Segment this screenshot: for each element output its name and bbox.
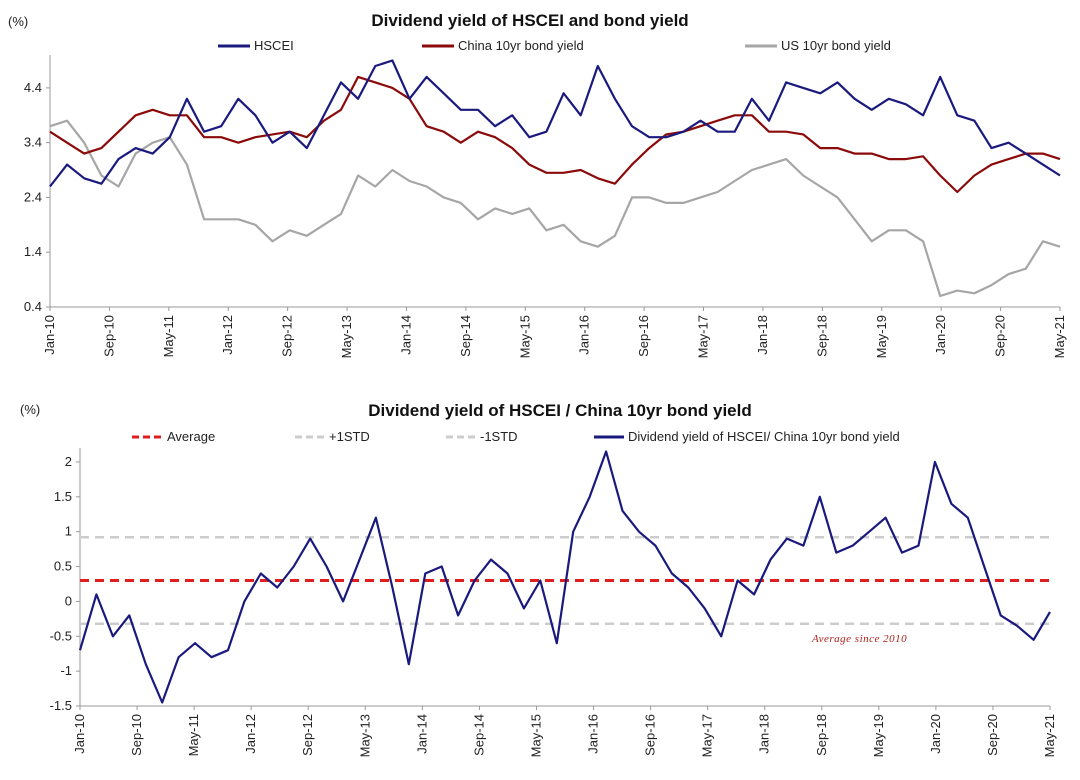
chart-top-x-tick-label: Sep-10: [101, 315, 116, 357]
chart-top-x-tick-label: Sep-16: [636, 315, 651, 357]
chart-top-title: Dividend yield of HSCEI and bond yield: [371, 11, 688, 30]
chart-bottom-x-tick-label: Jan-16: [586, 714, 601, 754]
chart-top-x-ticks: Jan-10 Sep-10 May-11 Jan-12 Sep-12 May-13 Jan-…: [42, 307, 1067, 358]
legend-item-hscei: HSCEI: [218, 38, 294, 53]
chart-bottom-y-tick-label: 1.5: [54, 489, 72, 504]
chart-bottom-x-tick-label: May-19: [871, 714, 886, 757]
chart-bottom-legend: Average +1STD -1STD Dividend yield of HS…: [132, 429, 900, 444]
chart-bottom-y-tick-label: 2: [65, 454, 72, 469]
chart-bottom-x-tick-label: May-17: [700, 714, 715, 757]
chart-bottom-y-tick-label: 0: [65, 593, 72, 608]
legend-item-ratio: Dividend yield of HSCEI/ China 10yr bond…: [594, 429, 900, 444]
chart-bottom-x-tick-label: Jan-14: [414, 714, 429, 754]
chart-top-y-tick-label: 1.4: [24, 244, 42, 259]
chart-bottom-x-tick-label: Jan-18: [757, 714, 772, 754]
chart-bottom-x-tick-label: Sep-10: [129, 714, 144, 756]
chart-bottom-x-tick-label: May-13: [357, 714, 372, 757]
chart-bottom-x-tick-label: Sep-16: [643, 714, 658, 756]
legend-label-minus-std: -1STD: [480, 429, 518, 444]
chart-top-x-tick-label: Jan-16: [577, 315, 592, 355]
chart-bottom-x-tick-label: May-21: [1042, 714, 1057, 757]
chart-bottom-x-tick-label: Jan-10: [72, 714, 87, 754]
chart-bottom-x-tick-label: Sep-18: [814, 714, 829, 756]
chart-top-x-tick-label: Jan-18: [755, 315, 770, 355]
chart-bottom-y-tick-label: -0.5: [50, 628, 72, 643]
chart-bottom-x-tick-label: Sep-20: [985, 714, 1000, 756]
chart-bottom-x-tick-label: May-11: [186, 714, 201, 756]
legend-item-average: Average: [132, 429, 215, 444]
chart-top-x-tick-label: Jan-12: [220, 315, 235, 355]
chart-bottom-y-ticks: -1.5 -1 -0.5 0 0.5 1 1.5 2: [50, 454, 80, 713]
chart-bottom-y-tick-label: -1: [60, 663, 72, 678]
chart-top-unit: (%): [8, 14, 28, 29]
chart-top: Dividend yield of HSCEI and bond yield (…: [8, 11, 1067, 358]
chart-bottom: Dividend yield of HSCEI / China 10yr bon…: [20, 401, 1057, 757]
chart-bottom-x-tick-label: Sep-12: [300, 714, 315, 756]
chart-top-y-tick-label: 2.4: [24, 189, 42, 204]
chart-top-y-tick-label: 4.4: [24, 80, 42, 95]
chart-bottom-y-tick-label: 1: [65, 524, 72, 539]
chart-top-x-tick-label: Sep-14: [458, 315, 473, 357]
chart-bottom-x-tick-label: Sep-14: [471, 714, 486, 756]
chart-top-x-tick-label: May-13: [339, 315, 354, 358]
chart-top-y-tick-label: 3.4: [24, 135, 42, 150]
legend-item-china-bond: China 10yr bond yield: [422, 38, 584, 53]
chart-top-y-tick-label: 0.4: [24, 299, 42, 314]
chart-bottom-x-tick-label: Jan-12: [243, 714, 258, 754]
chart-top-x-tick-label: Sep-20: [993, 315, 1008, 357]
chart-top-x-tick-label: Sep-18: [814, 315, 829, 357]
series-line-china-10yr-bond-yield: [49, 75, 1061, 194]
legend-label-us-bond: US 10yr bond yield: [781, 38, 891, 53]
chart-bottom-x-ticks: Jan-10 Sep-10 May-11 Jan-12 Sep-12 May-13 Jan-…: [72, 706, 1057, 757]
chart-top-x-tick-label: May-21: [1052, 315, 1067, 358]
legend-label-china-bond: China 10yr bond yield: [458, 38, 584, 53]
chart-top-x-tick-label: May-17: [696, 315, 711, 358]
chart-top-x-tick-label: Jan-14: [398, 315, 413, 355]
legend-label-ratio: Dividend yield of HSCEI/ China 10yr bond…: [628, 429, 900, 444]
chart-top-x-tick-label: May-11: [161, 315, 176, 357]
chart-bottom-y-tick-label: -1.5: [50, 698, 72, 713]
chart-bottom-title: Dividend yield of HSCEI / China 10yr bon…: [368, 401, 752, 420]
chart-bottom-annotation: Average since 2010: [811, 633, 907, 645]
chart-bottom-series: [78, 450, 1051, 704]
chart-top-series: [49, 59, 1061, 298]
chart-bottom-unit: (%): [20, 402, 40, 417]
chart-top-x-tick-label: May-15: [517, 315, 532, 358]
legend-label-hscei: HSCEI: [254, 38, 294, 53]
legend-item-us-bond: US 10yr bond yield: [745, 38, 891, 53]
legend-label-plus-std: +1STD: [329, 429, 370, 444]
chart-top-x-tick-label: Jan-10: [42, 315, 57, 355]
chart-top-x-tick-label: Jan-20: [933, 315, 948, 355]
series-line-hscei: [49, 59, 1061, 188]
chart-top-x-tick-label: May-19: [874, 315, 889, 358]
chart-top-legend: HSCEI China 10yr bond yield US 10yr bond…: [218, 38, 891, 53]
legend-label-average: Average: [167, 429, 215, 444]
legend-item-plus-std: +1STD: [295, 429, 370, 444]
series-line-us-10yr-bond-yield: [49, 119, 1061, 298]
chart-bottom-x-tick-label: May-15: [528, 714, 543, 757]
chart-bottom-x-tick-label: Jan-20: [928, 714, 943, 754]
chart-top-x-tick-label: Sep-12: [280, 315, 295, 357]
legend-item-minus-std: -1STD: [446, 429, 518, 444]
series-line-dividend-yield-of-hscei-china-10yr-bond-yield: [78, 450, 1051, 704]
chart-bottom-y-tick-label: 0.5: [54, 559, 72, 574]
chart-top-y-ticks: 0.4 1.4 2.4 3.4 4.4: [24, 80, 50, 314]
